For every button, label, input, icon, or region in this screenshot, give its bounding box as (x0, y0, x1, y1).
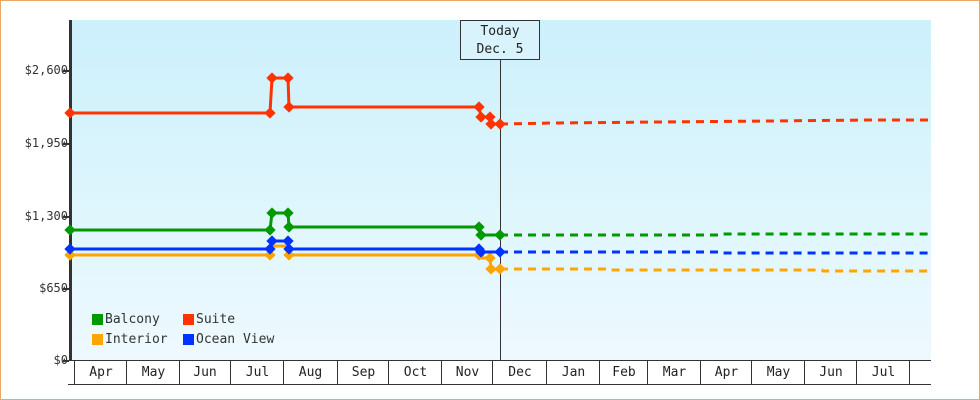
x-tick-label: Oct (388, 360, 442, 384)
x-tick-label: Sep (337, 360, 389, 384)
y-tick-label: $2,600 (24, 63, 68, 77)
x-tick-label: May (126, 360, 180, 384)
x-tick-label: Feb (599, 360, 648, 384)
suite-swatch (183, 314, 194, 325)
x-tick-label: Apr (74, 360, 127, 384)
x-tick-label: Aug (283, 360, 337, 384)
y-tick-mark (63, 360, 69, 362)
today-marker: Today Dec. 5 (460, 20, 540, 60)
legend-item-interior: Interior (92, 332, 168, 347)
x-tick-label: May (751, 360, 805, 384)
y-tick-mark (63, 143, 69, 145)
interior-swatch (92, 334, 103, 345)
legend-item-suite: Suite (183, 312, 235, 327)
today-line (500, 60, 501, 360)
y-tick-mark (63, 216, 69, 218)
x-tick-label: Mar (647, 360, 701, 384)
x-axis (68, 360, 931, 361)
y-tick-label: $0 (53, 353, 68, 367)
legend-label: Balcony (105, 312, 160, 327)
legend-item-ocean-view: Ocean View (183, 332, 274, 347)
x-tick-label: Jun (804, 360, 857, 384)
y-tick-mark (63, 70, 69, 72)
x-tick-label: Apr (700, 360, 752, 384)
series-balcony (64, 207, 931, 241)
balcony-swatch (92, 314, 103, 325)
x-axis-bottom (68, 384, 931, 385)
x-tick-cell-empty (909, 360, 932, 384)
series-suite (64, 72, 931, 130)
legend-label: Interior (105, 332, 168, 347)
y-tick-label: $1,950 (24, 136, 68, 150)
x-tick-label: Dec (492, 360, 547, 384)
x-tick-label: Jul (856, 360, 910, 384)
legend-item-balcony: Balcony (92, 312, 160, 327)
ocean-view-swatch (183, 334, 194, 345)
y-tick-label: $1,300 (24, 209, 68, 223)
x-tick-label: Jul (230, 360, 284, 384)
today-label: Today (480, 24, 520, 39)
y-tick-mark (63, 288, 69, 290)
legend-label: Ocean View (196, 332, 275, 347)
x-tick-label: Jun (179, 360, 230, 384)
y-axis (69, 20, 72, 361)
plot-area (71, 20, 931, 360)
x-tick-label: Nov (441, 360, 493, 384)
x-tick-label: Jan (546, 360, 600, 384)
today-date: Dec. 5 (476, 42, 524, 57)
legend-label: Suite (196, 312, 236, 327)
y-tick-label: $650 (39, 281, 68, 295)
